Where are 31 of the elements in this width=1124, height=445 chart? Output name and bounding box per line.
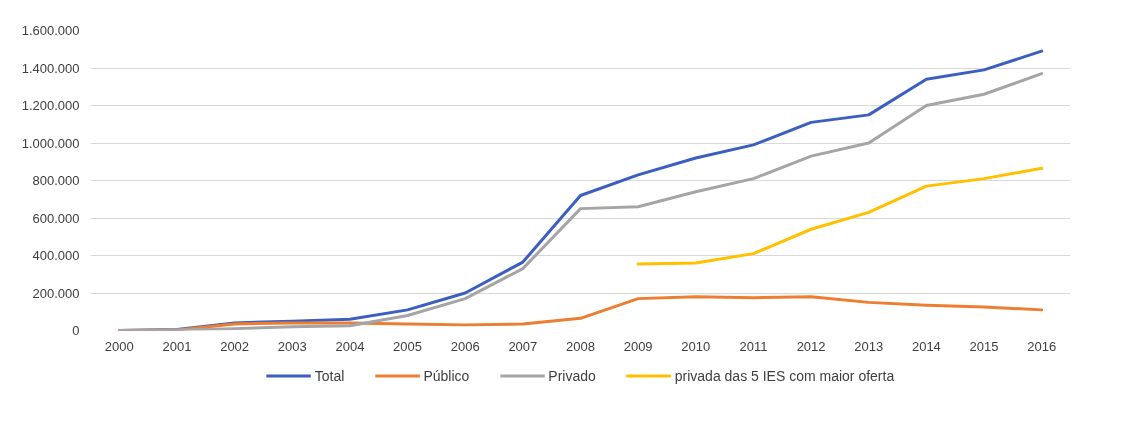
x-tick-label: 2010 bbox=[681, 338, 711, 354]
y-tick-label: 1.400.000 bbox=[21, 60, 80, 76]
line-series bbox=[636, 166, 1044, 266]
x-tick-label: 2006 bbox=[450, 338, 480, 354]
y-tick-label: 1.000.000 bbox=[21, 135, 80, 151]
x-tick-label: 2012 bbox=[796, 338, 826, 354]
x-tick-label: 2007 bbox=[508, 338, 538, 354]
x-tick-label: 2004 bbox=[335, 338, 365, 354]
x-tick-label: 2015 bbox=[969, 338, 999, 354]
x-tick-label: 2016 bbox=[1027, 338, 1057, 354]
x-tick-label: 2013 bbox=[854, 338, 884, 354]
x-tick-label: 2014 bbox=[911, 338, 941, 354]
y-tick-label: 800.000 bbox=[32, 173, 80, 188]
legend-label: Privado bbox=[548, 367, 596, 384]
y-tick-label: 0 bbox=[72, 323, 80, 338]
y-tick-label: 200.000 bbox=[32, 285, 80, 301]
x-tick-label: 2005 bbox=[393, 338, 423, 354]
x-tick-label: 2003 bbox=[277, 338, 307, 354]
y-tick-label: 1.600.000 bbox=[21, 23, 80, 38]
x-tick-label: 2009 bbox=[623, 338, 653, 354]
x-tick-label: 2008 bbox=[566, 338, 595, 354]
y-tick-label: 400.000 bbox=[32, 248, 80, 263]
x-tick-label: 2001 bbox=[162, 338, 192, 354]
legend-label: Total bbox=[314, 367, 345, 384]
legend-label: privada das 5 IES com maior oferta bbox=[674, 367, 895, 384]
legend-label: Público bbox=[423, 367, 470, 384]
y-tick-label: 600.000 bbox=[32, 210, 80, 226]
x-tick-label: 2000 bbox=[104, 338, 134, 354]
x-tick-label: 2002 bbox=[220, 338, 250, 354]
y-tick-label: 1.200.000 bbox=[21, 98, 80, 113]
x-tick-label: 2011 bbox=[739, 338, 768, 354]
